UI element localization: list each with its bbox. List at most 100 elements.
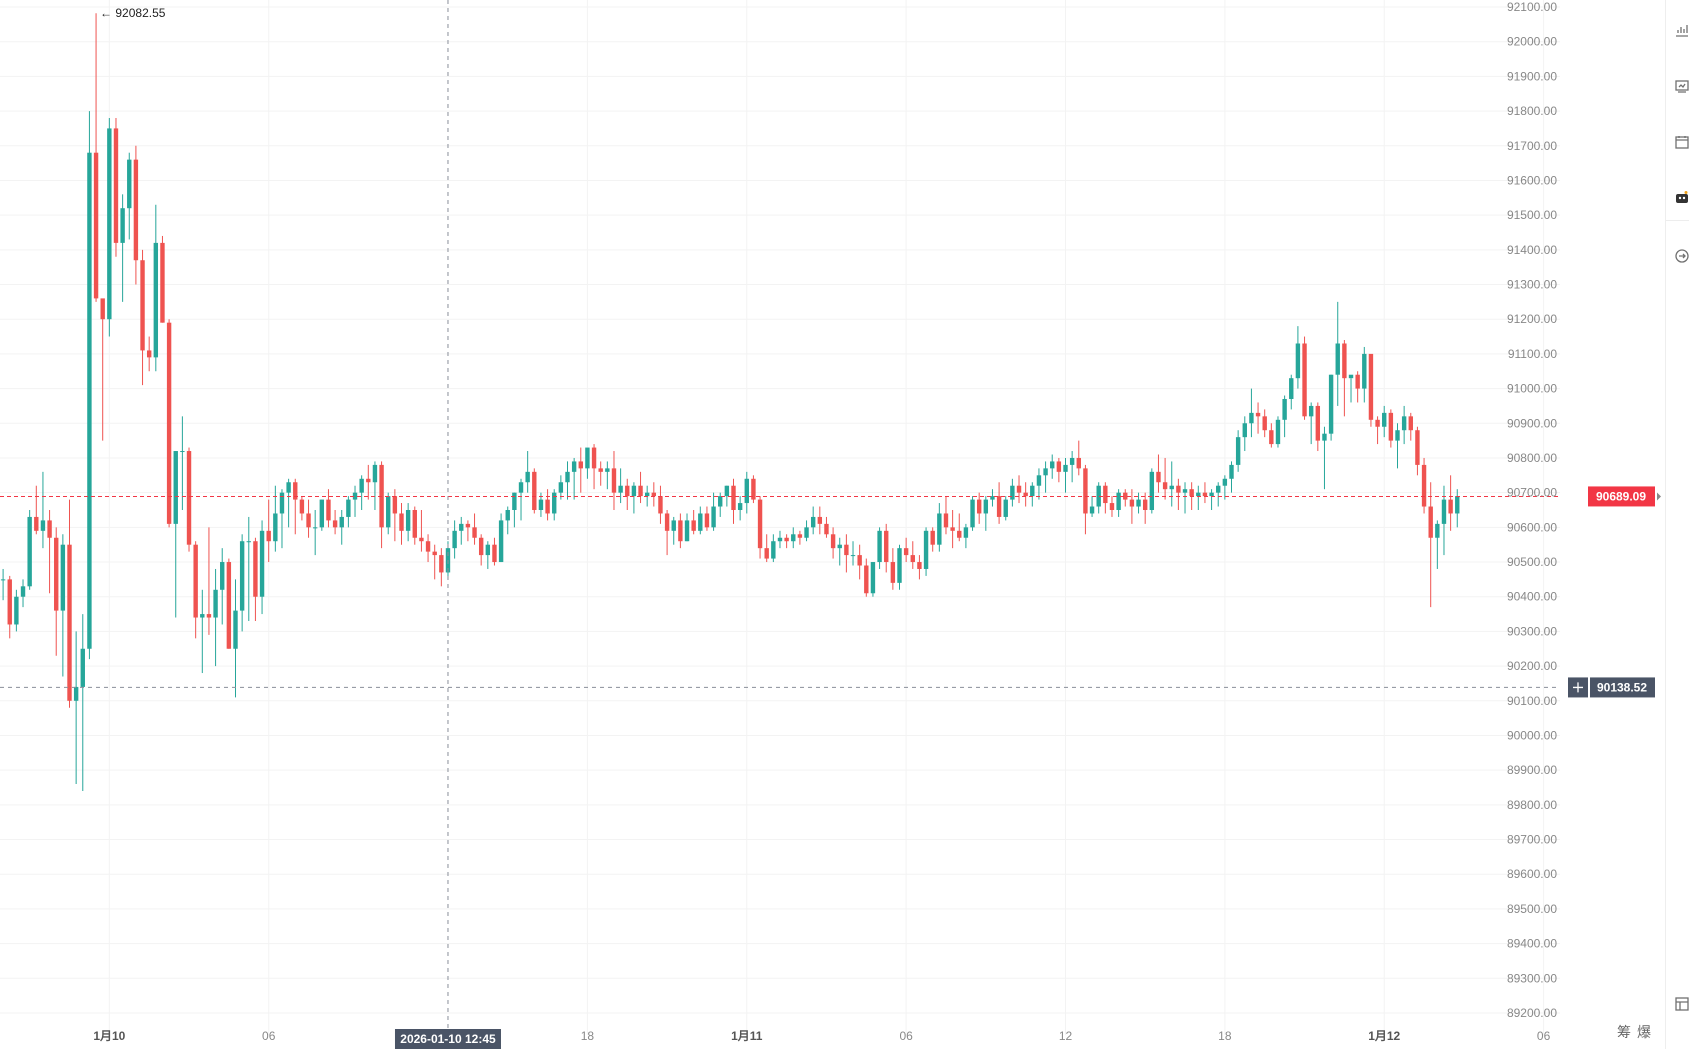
- candle-body: [107, 128, 112, 320]
- candle-body: [485, 544, 491, 556]
- price-tick-label: 90900.00: [1507, 416, 1557, 430]
- candle-body: [140, 260, 145, 351]
- calendar-icon[interactable]: [1674, 134, 1689, 150]
- candle-body: [392, 496, 398, 514]
- candle-body: [1368, 353, 1374, 420]
- candle-body: [698, 513, 703, 531]
- candle-body: [538, 499, 544, 510]
- price-tick-label: 89600.00: [1507, 867, 1557, 881]
- time-axis[interactable]: 1月10 06 18 1月11 06 12 18 1月12 06 2026-01-10 12:45: [93, 1029, 1551, 1049]
- candle-body: [950, 527, 955, 531]
- candle-body: [20, 586, 26, 597]
- candle-body: [903, 548, 909, 556]
- candle-body: [565, 471, 570, 483]
- bot-icon[interactable]: [1674, 190, 1689, 206]
- candle-body: [93, 152, 99, 299]
- last-price-badge: [1588, 486, 1655, 507]
- candle-body: [206, 614, 212, 618]
- candle-body: [943, 513, 949, 528]
- candle-body: [233, 610, 238, 649]
- candle-body: [1023, 492, 1028, 497]
- candle-body: [1235, 437, 1241, 465]
- candle-body: [1142, 499, 1148, 510]
- indicators-icon[interactable]: [1674, 78, 1689, 94]
- link-icon[interactable]: [1674, 248, 1689, 264]
- candle-body: [598, 468, 603, 472]
- candle-body: [186, 451, 192, 545]
- candle-body: [957, 530, 962, 538]
- chart-style-icon[interactable]: [1674, 22, 1689, 38]
- candle-body: [1275, 419, 1281, 445]
- price-tick-label: 91400.00: [1507, 243, 1557, 257]
- candle-body: [1149, 471, 1155, 510]
- candle-body: [1202, 492, 1208, 497]
- price-tick-label: 89700.00: [1507, 833, 1557, 847]
- candle-body: [837, 544, 842, 549]
- candle-body: [1043, 468, 1048, 476]
- candle-body: [339, 516, 344, 528]
- candle-body: [1355, 374, 1360, 389]
- candle-body: [638, 485, 643, 497]
- candle-body: [1249, 412, 1254, 424]
- candle-body: [518, 482, 524, 493]
- layout-icon[interactable]: [1674, 996, 1689, 1012]
- price-tick-label: 92100.00: [1507, 0, 1557, 14]
- candle-body: [976, 499, 982, 514]
- chip-icon[interactable]: 筹: [1617, 1024, 1637, 1040]
- candle-body: [884, 530, 889, 563]
- candle-body: [1030, 485, 1035, 497]
- price-axis[interactable]: 92100.00 92000.00 91900.00 91800.00 91700.00…: [1507, 0, 1661, 1020]
- candle-body: [346, 499, 351, 517]
- candle-body: [127, 159, 132, 209]
- candle-body: [711, 506, 716, 528]
- price-tick-label: 90000.00: [1507, 728, 1557, 742]
- candle-body: [200, 614, 205, 618]
- plus-icon: [1573, 682, 1583, 693]
- candle-body: [990, 496, 995, 500]
- candle-body: [724, 485, 730, 497]
- candle-body: [146, 350, 152, 358]
- candle-body: [153, 242, 159, 358]
- candle-body: [405, 510, 411, 531]
- candle-body: [1348, 374, 1354, 379]
- candle-body: [658, 496, 663, 514]
- candle-body: [937, 513, 942, 545]
- candle-body: [830, 534, 836, 549]
- candle-body: [678, 520, 683, 542]
- candle-body: [293, 482, 298, 500]
- candle-body: [1216, 485, 1221, 493]
- candle-body: [1421, 464, 1427, 507]
- candle-body: [810, 516, 816, 528]
- candle-body: [266, 530, 271, 542]
- candle-body: [1103, 485, 1108, 504]
- price-tick-label: 92000.00: [1507, 35, 1557, 49]
- candle-body: [425, 541, 431, 552]
- liquidation-icon[interactable]: 爆: [1637, 1024, 1657, 1040]
- time-tick-label: 18: [1218, 1029, 1232, 1043]
- price-tick-label: 91500.00: [1507, 208, 1557, 222]
- candle-body: [618, 485, 623, 493]
- candle-body: [1136, 499, 1141, 507]
- price-tick-label: 90400.00: [1507, 590, 1557, 604]
- candle-body: [1056, 461, 1062, 472]
- candle-body: [864, 565, 869, 594]
- candle-body: [1003, 499, 1008, 517]
- candle-body: [1209, 492, 1214, 497]
- candle-body: [983, 499, 989, 514]
- time-tick-label: 1月12: [1368, 1029, 1400, 1043]
- candle-body: [67, 544, 72, 701]
- candle-body: [173, 451, 178, 524]
- candle-body: [1375, 419, 1380, 427]
- candle-body: [1109, 503, 1115, 510]
- price-tick-label: 90100.00: [1507, 694, 1557, 708]
- candle-body: [791, 534, 796, 542]
- bottom-widget-icons[interactable]: 筹爆: [1617, 1022, 1657, 1042]
- candle-body: [877, 530, 882, 563]
- price-tick-label: 90800.00: [1507, 451, 1557, 465]
- candle-body: [34, 516, 39, 531]
- candle-body: [1408, 416, 1413, 431]
- candle-body: [1222, 478, 1228, 486]
- price-tick-label: 90600.00: [1507, 520, 1557, 534]
